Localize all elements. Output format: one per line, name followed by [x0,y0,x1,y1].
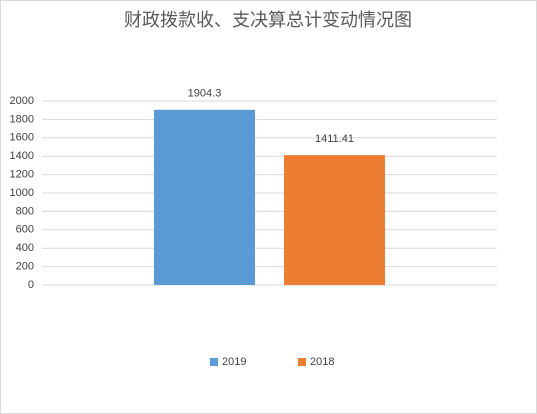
y-tick-label: 400 [16,242,34,254]
y-tick-label: 1800 [10,113,34,125]
chart-title: 财政拨款收、支决算总计变动情况图 [124,10,412,30]
y-tick-label: 0 [28,279,34,291]
y-tick-label: 1600 [10,132,34,144]
bar [284,155,385,285]
y-tick-label: 1200 [10,169,34,181]
legend-label: 2018 [310,356,334,368]
y-tick-label: 200 [16,261,34,273]
legend-label: 2019 [222,356,246,368]
y-tick-label: 600 [16,224,34,236]
value-label: 1904.3 [188,88,222,100]
bar [154,109,255,285]
legend-swatch [298,358,306,366]
y-tick-label: 2000 [10,95,34,107]
value-label: 1411.41 [315,133,354,145]
y-tick-label: 800 [16,205,34,217]
y-tick-label: 1000 [10,187,34,199]
y-tick-label: 1400 [10,150,34,162]
legend-swatch [210,358,218,366]
